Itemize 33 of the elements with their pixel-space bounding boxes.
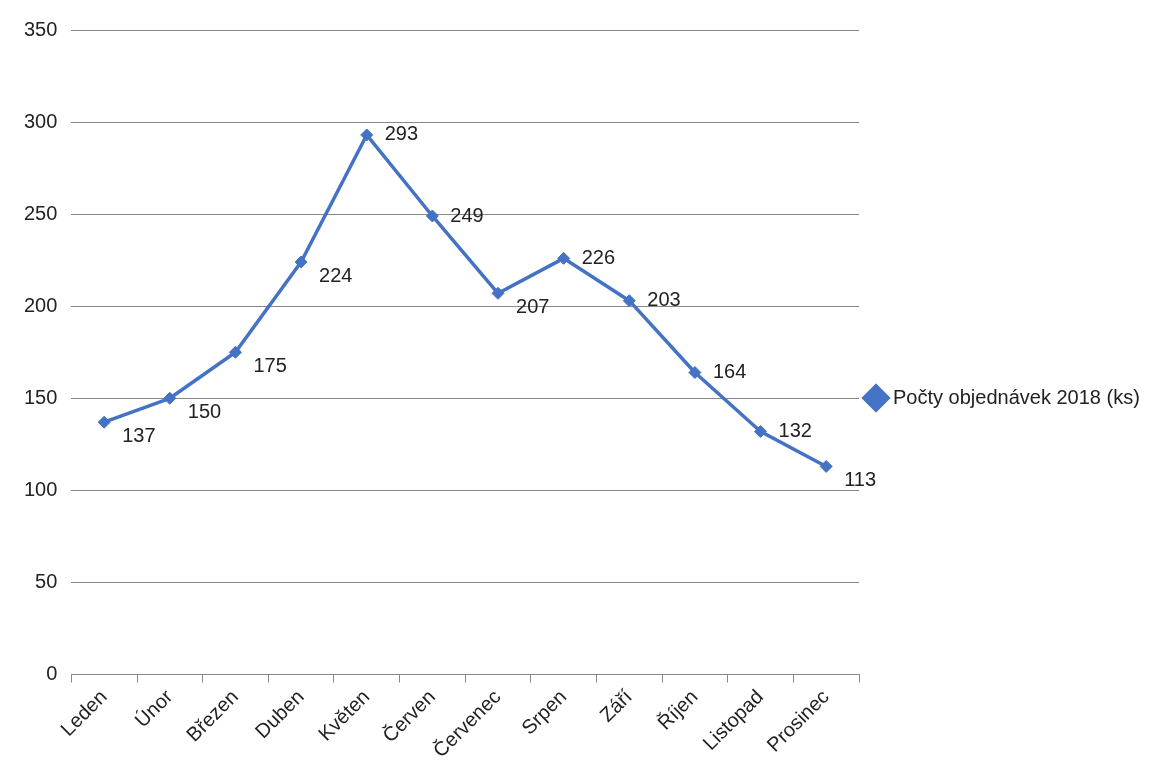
point bbox=[491, 286, 505, 300]
data-label: 226 bbox=[581, 245, 616, 268]
y-tick-label: 150 bbox=[23, 385, 58, 408]
point bbox=[163, 391, 177, 405]
point bbox=[425, 209, 439, 223]
data-label: 175 bbox=[253, 353, 287, 376]
data-label: 150 bbox=[187, 399, 222, 422]
data-label: 137 bbox=[122, 423, 156, 446]
data-label: 113 bbox=[844, 467, 877, 490]
y-tick-label: 200 bbox=[23, 293, 58, 316]
point bbox=[754, 424, 768, 438]
point bbox=[819, 459, 833, 473]
data-label: 164 bbox=[712, 360, 747, 383]
point bbox=[360, 128, 374, 142]
y-tick-label: 100 bbox=[23, 477, 58, 500]
data-label: 249 bbox=[450, 203, 484, 226]
y-tick-label: 300 bbox=[23, 109, 58, 132]
data-label: 293 bbox=[384, 122, 419, 145]
y-tick-label: 50 bbox=[35, 569, 58, 592]
point bbox=[688, 366, 702, 380]
point bbox=[228, 345, 242, 359]
point bbox=[622, 294, 636, 308]
data-label: 203 bbox=[647, 288, 681, 311]
legend-label: Počty objednávek 2018 (ks) bbox=[893, 385, 1140, 408]
data-label: 224 bbox=[319, 263, 353, 286]
data-label: 207 bbox=[516, 294, 550, 317]
point bbox=[557, 251, 571, 265]
y-tick-label: 350 bbox=[23, 17, 58, 40]
data-label: 132 bbox=[778, 418, 812, 441]
y-tick-label: 0 bbox=[46, 662, 58, 685]
point bbox=[294, 255, 308, 269]
y-tick-label: 250 bbox=[23, 201, 58, 224]
point bbox=[97, 415, 111, 429]
